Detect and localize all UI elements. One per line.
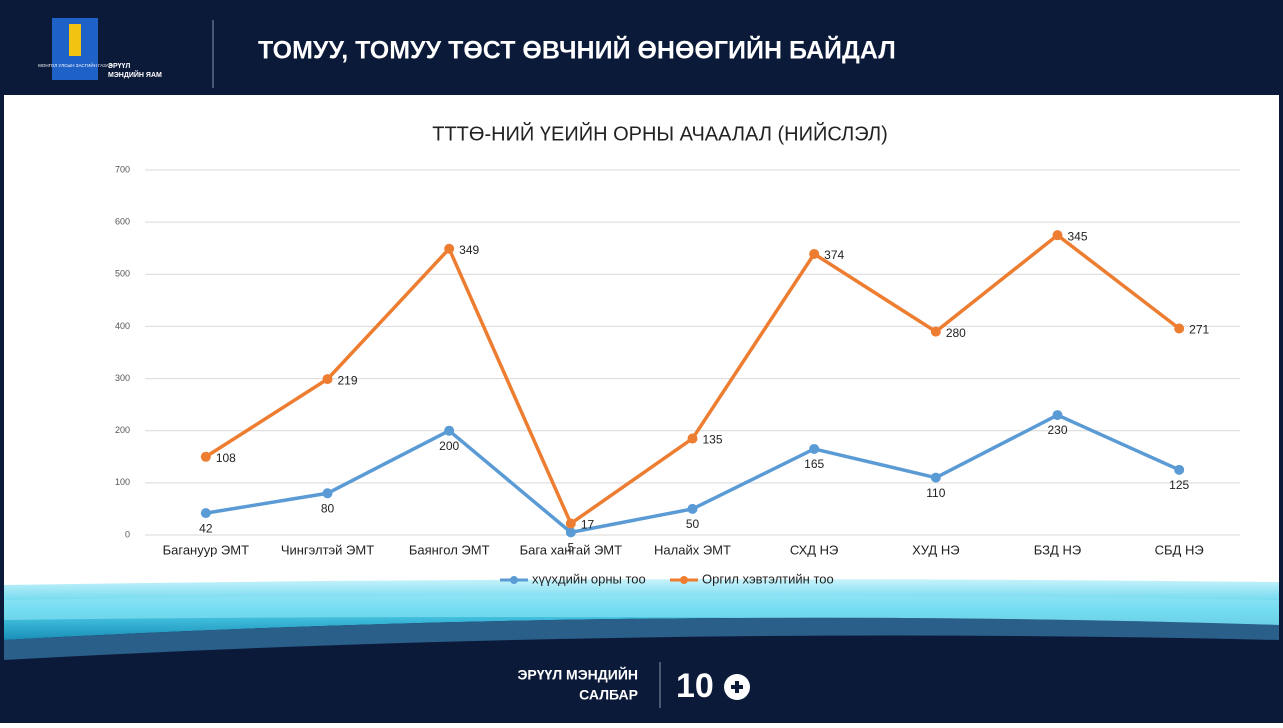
data-point (201, 452, 211, 462)
footer-text: ЭРҮҮЛ МЭНДИЙН (517, 666, 638, 683)
data-label: 50 (686, 517, 700, 531)
logo-text: МЭНДИЙН ЯАМ (108, 70, 162, 79)
data-point (688, 434, 698, 444)
y-tick-label: 300 (115, 373, 130, 383)
data-point (1174, 324, 1184, 334)
data-label: 135 (703, 433, 723, 447)
data-point (688, 504, 698, 514)
data-point (566, 519, 576, 529)
legend-swatch (680, 576, 688, 584)
x-tick-label: СБД НЭ (1155, 542, 1204, 557)
legend-label: Оргил хэвтэлтийн тоо (702, 571, 834, 586)
data-point (931, 473, 941, 483)
data-point (1053, 230, 1063, 240)
body (4, 95, 1279, 585)
chart-title: ТТТӨ-НИЙ ҮЕИЙН ОРНЫ АЧААЛАЛ (НИЙСЛЭЛ) (432, 121, 888, 145)
data-label: 42 (199, 521, 213, 535)
logo-text: ЭРҮҮЛ (108, 63, 130, 70)
data-label: 80 (321, 501, 335, 515)
y-tick-label: 600 (115, 217, 130, 227)
data-label: 108 (216, 451, 236, 465)
data-label: 17 (581, 518, 595, 532)
legend-swatch (510, 576, 518, 584)
data-point (809, 444, 819, 454)
y-tick-label: 100 (115, 477, 130, 487)
slide-title: ТОМУУ, ТОМУУ ТӨСТ ӨВЧНИЙ ӨНӨӨГИЙН БАЙДАЛ (258, 35, 896, 65)
slide: МОНГОЛ УЛСЫН ЗАСГИЙН ГАЗАР ЭРҮҮЛ МЭНДИЙН… (0, 0, 1283, 723)
logo-emblem (69, 24, 81, 56)
data-point (1174, 465, 1184, 475)
data-point (566, 527, 576, 537)
footer-logo: 10 (676, 667, 714, 705)
data-label: 219 (338, 373, 358, 387)
legend-label: хүүхдийн орны тоо (532, 571, 646, 586)
data-point (323, 488, 333, 498)
x-tick-label: БЗД НЭ (1034, 542, 1081, 557)
y-tick-label: 500 (115, 269, 130, 279)
data-label: 5 (567, 541, 574, 555)
x-tick-label: СХД НЭ (790, 542, 838, 557)
y-tick-label: 400 (115, 321, 130, 331)
x-tick-label: Налайх ЭМТ (654, 542, 731, 557)
y-tick-label: 700 (115, 164, 130, 174)
data-point (809, 249, 819, 259)
data-label: 345 (1068, 229, 1088, 243)
data-label: 230 (1047, 423, 1067, 437)
data-label: 165 (804, 457, 824, 471)
y-tick-label: 200 (115, 425, 130, 435)
data-label: 125 (1169, 478, 1189, 492)
data-label: 374 (824, 248, 844, 262)
data-point (201, 508, 211, 518)
y-tick-label: 0 (125, 529, 130, 539)
x-tick-label: ХУД НЭ (912, 542, 960, 557)
data-label: 349 (459, 243, 479, 257)
footer-text: САЛБАР (579, 687, 638, 703)
data-label: 280 (946, 326, 966, 340)
data-label: 271 (1189, 323, 1209, 337)
data-point (323, 374, 333, 384)
logo-text: МОНГОЛ УЛСЫН ЗАСГИЙН ГАЗАР (38, 61, 112, 68)
data-label: 200 (439, 439, 459, 453)
data-point (444, 244, 454, 254)
data-point (1053, 410, 1063, 420)
x-tick-label: Баянгол ЭМТ (409, 542, 490, 557)
x-tick-label: Багануур ЭМТ (163, 542, 249, 557)
x-tick-label: Чингэлтэй ЭМТ (281, 542, 374, 557)
data-point (931, 327, 941, 337)
data-point (444, 426, 454, 436)
data-label: 110 (926, 486, 945, 500)
